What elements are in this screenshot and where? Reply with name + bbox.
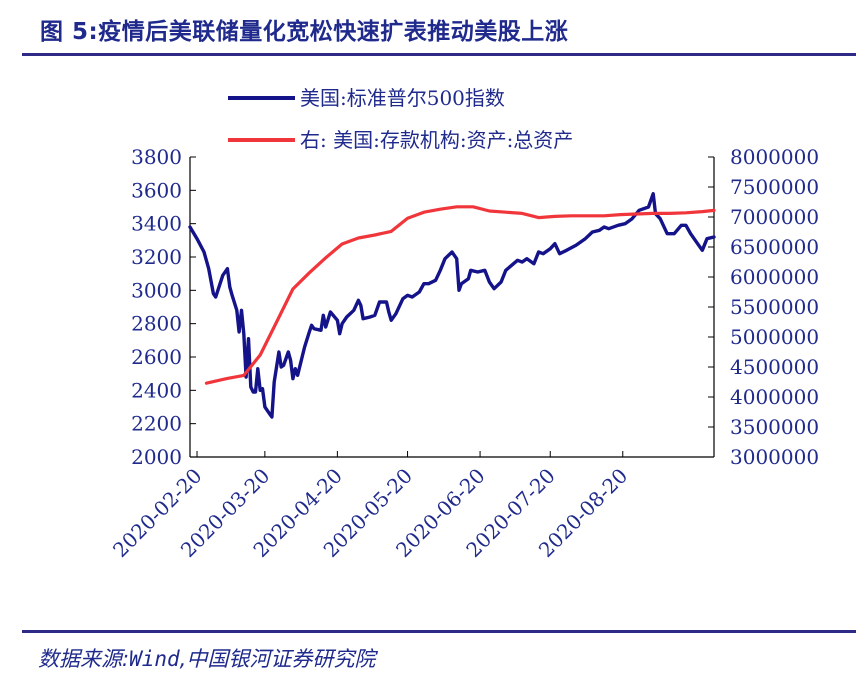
right-tick-label: 5000000 <box>730 325 819 349</box>
source-note: 数据来源:Wind,中国银河证券研究院 <box>38 643 375 673</box>
series-line-sp500 <box>188 191 716 419</box>
chart-title: 图 5:疫情后美联储量化宽松快速扩表推动美股上涨 <box>40 19 569 45</box>
left-tick-label: 3000 <box>131 278 182 302</box>
left-tick-label: 3200 <box>131 245 182 269</box>
right-tick-label: 5500000 <box>730 295 819 319</box>
right-tick-label: 6000000 <box>730 265 819 289</box>
source-rule <box>22 630 856 633</box>
left-tick-label: 2400 <box>131 378 182 402</box>
source-name: Wind <box>129 647 180 671</box>
legend-label: 右: 美国:存款机构:资产:总资产 <box>300 128 573 152</box>
left-tick-label: 2000 <box>131 445 182 469</box>
series-line-total-assets <box>204 205 716 385</box>
right-tick-label: 8000000 <box>730 145 819 169</box>
x-ticks: 2020-02-202020-03-202020-04-202020-05-20… <box>108 451 632 562</box>
legend-label: 美国:标准普尔500指数 <box>300 86 505 110</box>
left-tick-label: 3400 <box>131 212 182 236</box>
right-y-ticks: 3000000 3500000 4000000 4500000 5000000 55000… <box>708 145 819 469</box>
left-tick-label: 3800 <box>131 145 182 169</box>
right-tick-label: 7000000 <box>730 205 819 229</box>
right-tick-label: 3500000 <box>730 415 819 439</box>
right-tick-label: 6500000 <box>730 235 819 259</box>
right-tick-label: 4500000 <box>730 355 819 379</box>
left-tick-label: 2800 <box>131 312 182 336</box>
source-prefix: 数据来源: <box>38 647 130 671</box>
left-tick-label: 3600 <box>131 178 182 202</box>
right-tick-label: 7500000 <box>730 175 819 199</box>
right-tick-label: 3000000 <box>730 445 819 469</box>
source-suffix: ,中国银河证券研究院 <box>179 647 376 671</box>
right-tick-label: 4000000 <box>730 385 819 409</box>
left-y-ticks: 2000 2200 2400 2600 2800 3000 3200 3400 3600 3800 <box>131 145 196 469</box>
chart: 2000 2200 2400 2600 2800 3000 3200 3400 3600 3800… <box>108 86 819 562</box>
left-tick-label: 2600 <box>131 345 182 369</box>
left-tick-label: 2200 <box>131 412 182 436</box>
title-rule <box>22 53 856 56</box>
